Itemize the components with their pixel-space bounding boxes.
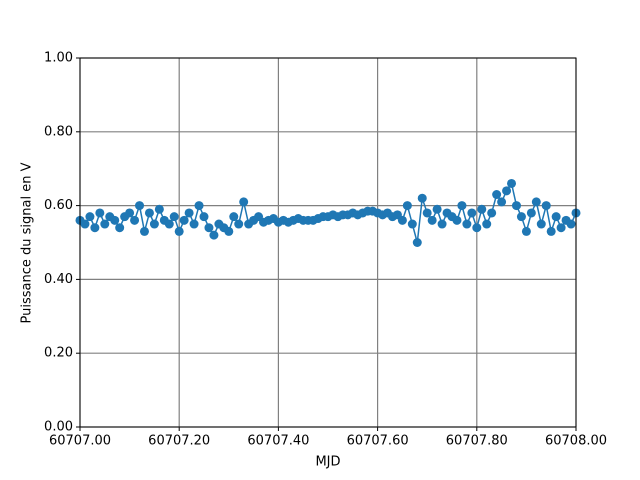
x-axis-label: MJD: [315, 455, 340, 470]
data-point: [169, 212, 179, 222]
data-point: [189, 219, 199, 229]
data-point: [407, 219, 417, 229]
data-point: [427, 215, 437, 225]
data-point: [199, 212, 209, 222]
data-point: [135, 201, 145, 211]
data-point: [546, 226, 556, 236]
y-tick-label: 0.40: [44, 272, 73, 287]
y-axis-label: Puissance du signal en V: [20, 162, 35, 323]
x-tick-label: 60707.00: [49, 434, 111, 449]
data-point: [397, 215, 407, 225]
data-point: [184, 208, 194, 218]
data-point: [164, 219, 174, 229]
y-tick-label: 0.80: [44, 124, 73, 139]
data-point: [437, 219, 447, 229]
data-point: [566, 219, 576, 229]
data-point: [536, 219, 546, 229]
data-point: [487, 208, 497, 218]
data-point: [482, 219, 492, 229]
data-point: [422, 208, 432, 218]
data-point: [80, 219, 90, 229]
data-point: [209, 230, 219, 240]
x-tick-label: 60707.40: [247, 434, 309, 449]
y-tick-label: 0.20: [44, 346, 73, 361]
y-tick-label: 0.00: [44, 420, 73, 435]
data-point: [154, 204, 164, 214]
data-point: [516, 212, 526, 222]
data-point: [179, 215, 189, 225]
data-point: [521, 226, 531, 236]
data-point: [149, 219, 159, 229]
data-point: [472, 223, 482, 233]
data-point: [130, 215, 140, 225]
data-point: [511, 201, 521, 211]
data-point: [467, 208, 477, 218]
data-point: [194, 201, 204, 211]
data-point: [556, 223, 566, 233]
data-point: [110, 215, 120, 225]
data-point: [144, 208, 154, 218]
data-point: [95, 208, 105, 218]
data-point: [85, 212, 95, 222]
data-point: [457, 201, 467, 211]
data-point: [90, 223, 100, 233]
data-point: [224, 226, 234, 236]
data-point: [417, 193, 427, 203]
data-point: [229, 212, 239, 222]
x-tick-label: 60708.00: [545, 434, 607, 449]
data-point: [432, 204, 442, 214]
data-point: [477, 204, 487, 214]
data-point: [115, 223, 125, 233]
data-point: [507, 178, 517, 188]
data-point: [502, 186, 512, 196]
data-point: [452, 215, 462, 225]
data-point: [174, 226, 184, 236]
data-point: [526, 208, 536, 218]
data-point: [412, 238, 422, 247]
data-point: [402, 201, 412, 211]
data-point: [497, 197, 507, 207]
y-tick-label: 1.00: [44, 51, 73, 66]
x-tick-label: 60707.60: [347, 434, 409, 449]
data-point: [492, 190, 502, 200]
data-point: [234, 219, 244, 229]
plot-frame: [79, 57, 577, 428]
data-point: [125, 208, 135, 218]
data-point: [462, 219, 472, 229]
data-point: [531, 197, 541, 207]
data-point: [551, 212, 561, 222]
data-point: [139, 226, 149, 236]
x-tick-label: 60707.80: [446, 434, 508, 449]
data-point: [541, 201, 551, 211]
data-point: [204, 223, 214, 233]
y-tick-label: 0.60: [44, 198, 73, 213]
data-point: [100, 219, 110, 229]
data-point: [239, 197, 249, 207]
x-tick-label: 60707.20: [148, 434, 210, 449]
